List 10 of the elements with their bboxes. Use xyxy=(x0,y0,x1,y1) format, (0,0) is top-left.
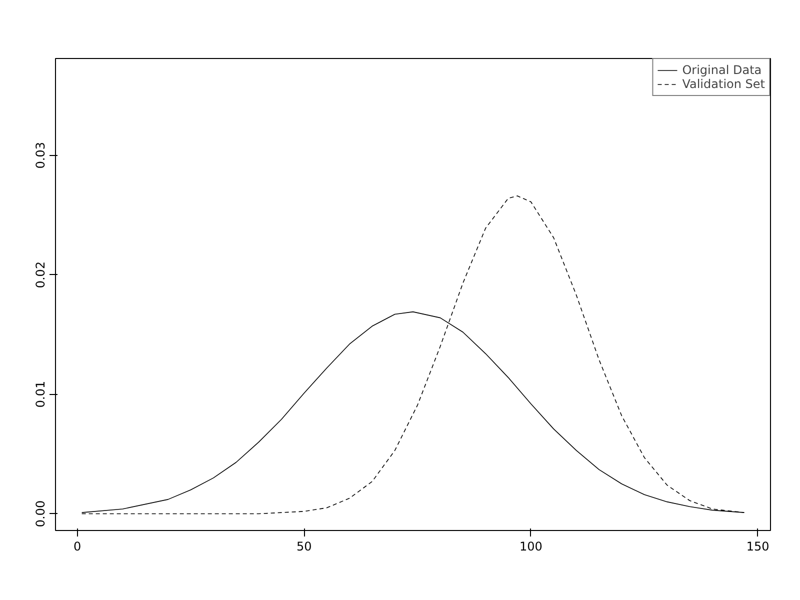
x-tick-label: 50 xyxy=(296,540,312,554)
x-tick-label: 0 xyxy=(73,540,82,554)
x-tick-label: 150 xyxy=(746,540,770,554)
y-tick-label: 0.01 xyxy=(34,380,48,408)
y-tick-label: 0.02 xyxy=(34,261,48,288)
y-tick-label: 0.03 xyxy=(34,142,48,169)
legend-label: Validation Set xyxy=(682,77,765,91)
legend-label: Original Data xyxy=(682,63,762,77)
y-tick-label: 0.00 xyxy=(34,500,48,528)
x-tick-label: 100 xyxy=(520,540,542,554)
